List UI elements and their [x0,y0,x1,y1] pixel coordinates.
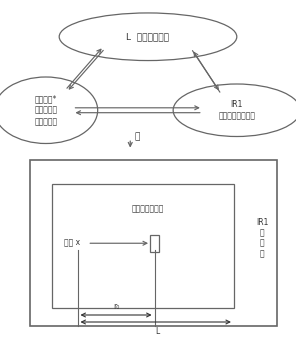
Text: r₀: r₀ [114,302,120,311]
Text: 例: 例 [135,133,140,142]
Bar [52,184,234,308]
Text: L  部屋の大きさ: L 部屋の大きさ [126,32,170,41]
Bar [30,160,277,326]
Text: 音源 x: 音源 x [65,239,81,248]
Text: マイクロフォン: マイクロフォン [132,204,164,214]
Bar [150,235,159,252]
Text: IR1
吸
音
層: IR1 吸 音 層 [256,218,268,258]
Text: L: L [155,327,159,336]
Text: IR1
吸音層音圧反射率: IR1 吸音層音圧反射率 [218,100,255,121]
Text: 自由音場*
（逆自乗則
成立範囲）: 自由音場* （逆自乗則 成立範囲） [34,94,57,127]
